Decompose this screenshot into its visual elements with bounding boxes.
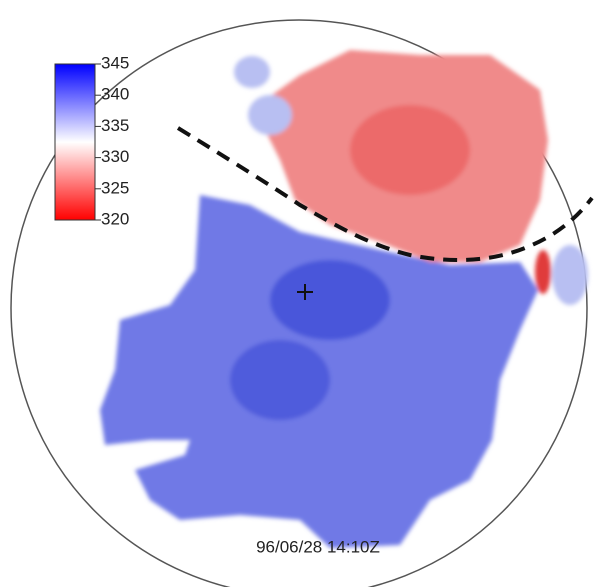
colorbar-label: 330 (101, 147, 129, 166)
colorbar (54, 63, 96, 221)
colorbar-label: 335 (101, 116, 129, 135)
timestamp: 96/06/28 14:10Z (256, 537, 380, 556)
boundary-line (176, 126, 594, 262)
colorbar-label: 345 (101, 53, 129, 72)
colorbar-label: 320 (101, 209, 129, 228)
radar-site (297, 284, 313, 300)
echo-field (100, 50, 588, 548)
strong-blue (230, 340, 330, 420)
red-patch (535, 250, 551, 294)
blue-patch (248, 95, 292, 135)
colorbar-label: 325 (101, 178, 129, 197)
colorbar-label: 340 (101, 85, 129, 104)
blue-patch (552, 245, 588, 305)
strong-red (350, 105, 470, 195)
range-ring (10, 19, 588, 587)
strong-blue (270, 260, 390, 340)
blue-patch (234, 56, 270, 88)
